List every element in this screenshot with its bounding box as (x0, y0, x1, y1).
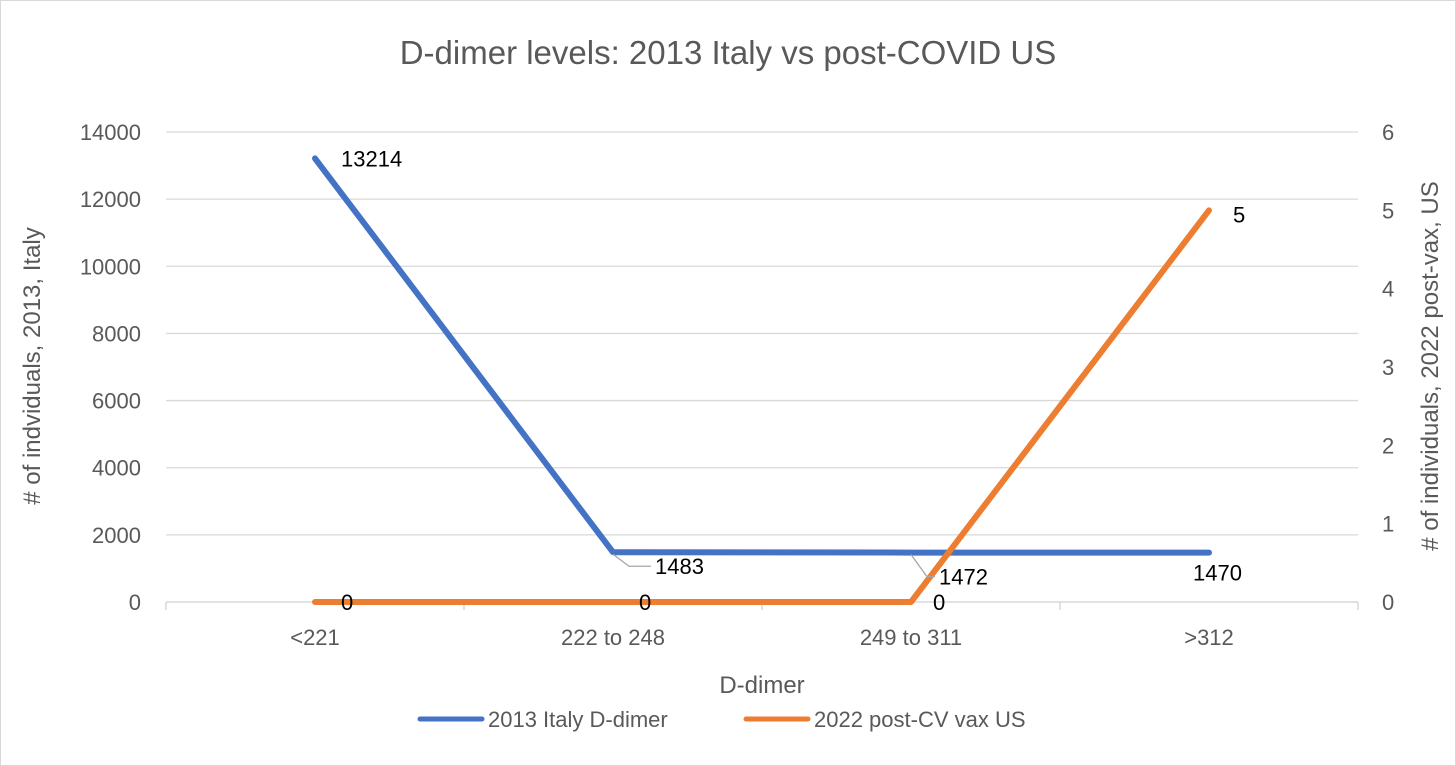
y-tick-label: 6000 (92, 389, 141, 414)
legend[interactable]: 2013 Italy D-dimer 2022 post-CV vax US (417, 707, 1026, 732)
data-labels: 13214 1483 1472 1470 0 0 0 5 (341, 146, 1245, 615)
x-tick-label: 222 to 248 (561, 625, 665, 650)
y-axis-primary-ticks: 0 2000 4000 6000 8000 10000 12000 14000 (80, 120, 141, 615)
legend-label-italy: 2013 Italy D-dimer (488, 707, 668, 732)
y-tick-label: 0 (129, 590, 141, 615)
y-tick-label: 12000 (80, 187, 141, 212)
x-tick-label: <221 (290, 625, 340, 650)
y2-tick-label: 3 (1382, 355, 1394, 380)
y2-tick-label: 2 (1382, 433, 1394, 458)
y-tick-label: 14000 (80, 120, 141, 145)
data-label-italy: 1472 (939, 565, 988, 590)
x-tick-label: 249 to 311 (860, 625, 962, 650)
y2-tick-label: 6 (1382, 120, 1394, 145)
y-tick-label: 10000 (80, 254, 141, 279)
y-tick-label: 8000 (92, 321, 141, 346)
y-axis-secondary-ticks: 0 1 2 3 4 5 6 (1382, 120, 1394, 615)
chart-title: D-dimer levels: 2013 Italy vs post-COVID… (400, 34, 1057, 71)
data-label-us: 0 (341, 590, 353, 615)
series-line-us (312, 207, 1212, 605)
y-tick-label: 2000 (92, 523, 141, 548)
data-label-us: 0 (933, 590, 945, 615)
data-label-us: 0 (639, 590, 651, 615)
x-axis-title: D-dimer (719, 672, 804, 699)
series-line-italy (312, 155, 1212, 556)
series-group (312, 155, 1212, 605)
data-label-italy: 1483 (655, 554, 704, 579)
y2-tick-label: 1 (1382, 512, 1394, 537)
data-label-us: 5 (1233, 202, 1245, 227)
y-axis-title: # of indviduals, 2013, Italy (19, 227, 46, 505)
x-tick-label: >312 (1184, 625, 1234, 650)
data-label-italy: 1470 (1193, 561, 1242, 586)
data-label-leader (612, 553, 651, 567)
x-axis-ticks: <221 222 to 248 249 to 311 >312 (290, 625, 1234, 650)
gridlines (166, 131, 1358, 536)
y2-tick-label: 0 (1382, 590, 1394, 615)
data-label-leader (910, 554, 935, 578)
legend-label-us: 2022 post-CV vax US (814, 707, 1026, 732)
y2-tick-label: 4 (1382, 277, 1394, 302)
y-tick-label: 4000 (92, 456, 141, 481)
y2-tick-label: 5 (1382, 198, 1394, 223)
y2-axis-title: # of individuals, 2022 post-vax, US (1417, 181, 1444, 551)
data-label-italy: 13214 (341, 146, 402, 171)
